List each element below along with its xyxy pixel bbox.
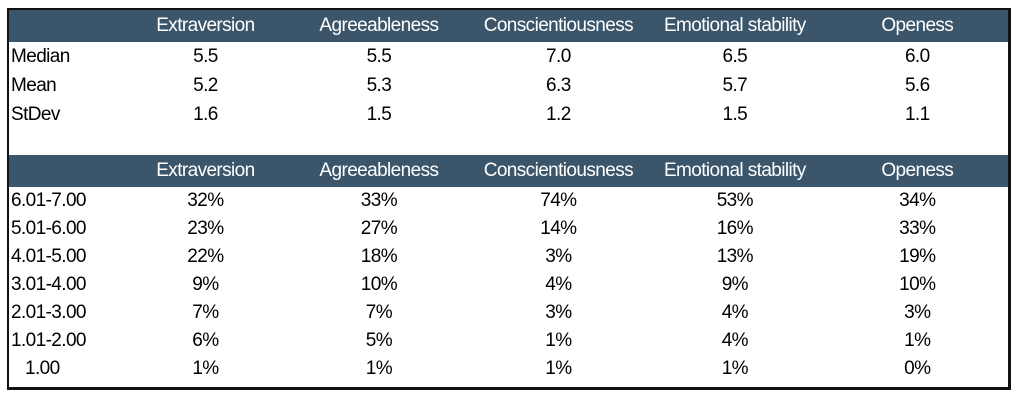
- distribution-header-row: Extraversion Agreeableness Conscientious…: [9, 155, 1008, 187]
- cell-value: 7%: [192, 302, 219, 323]
- cell-value: 3%: [545, 246, 572, 267]
- header-extraversion: Extraversion: [156, 15, 255, 36]
- row-label: 5.01-6.00: [11, 218, 86, 239]
- cell-value: 7%: [365, 302, 393, 323]
- cell-value: 27%: [360, 218, 398, 239]
- cell-value: 1.6: [193, 103, 218, 125]
- cell-value: 19%: [899, 246, 936, 267]
- cell-value: 5.5: [366, 45, 392, 67]
- row-label: 4.01-5.00: [11, 246, 86, 267]
- cell-value: 9%: [192, 274, 219, 295]
- cell-value: 9%: [721, 274, 749, 295]
- cell-value: 33%: [360, 190, 398, 211]
- table-row: 3.01-4.00 9% 10% 4% 9% 10%: [9, 271, 1008, 299]
- cell-value: 1%: [545, 330, 572, 351]
- table-row: 6.01-7.00 32% 33% 74% 53% 34%: [9, 187, 1008, 215]
- header-openess: Openess: [881, 15, 954, 36]
- table-row: 4.01-5.00 22% 18% 3% 13% 19%: [9, 243, 1008, 271]
- header-conscientiousness: Conscientiousness: [483, 160, 634, 181]
- cell-value: 5.2: [193, 74, 218, 96]
- cell-value: 6.5: [722, 45, 748, 67]
- cell-value: 4%: [721, 330, 749, 351]
- cell-value: 1%: [365, 358, 393, 379]
- row-label: StDev: [11, 103, 60, 125]
- cell-value: 33%: [899, 218, 936, 239]
- header-agreeableness: Agreeableness: [319, 160, 439, 181]
- table-row: StDev 1.6 1.5 1.2 1.5 1.1: [9, 100, 1008, 129]
- statistics-table-frame: Extraversion Agreeableness Conscientious…: [7, 8, 1011, 390]
- row-label: Median: [11, 45, 70, 67]
- cell-value: 10%: [899, 274, 936, 295]
- row-label: 3.01-4.00: [11, 274, 86, 295]
- cell-value: 1%: [545, 358, 572, 379]
- cell-value: 23%: [187, 218, 224, 239]
- header-agreeableness: Agreeableness: [319, 15, 439, 36]
- table-row: 2.01-3.00 7% 7% 3% 4% 3%: [9, 299, 1008, 327]
- header-openess: Openess: [881, 160, 954, 181]
- cell-value: 53%: [716, 190, 754, 211]
- summary-table: Extraversion Agreeableness Conscientious…: [9, 10, 1008, 129]
- cell-value: 5%: [365, 330, 393, 351]
- cell-value: 1.5: [366, 103, 392, 125]
- cell-value: 1.2: [546, 103, 571, 125]
- table-row: 1.00 1% 1% 1% 1% 0%: [9, 355, 1008, 383]
- cell-value: 1%: [904, 330, 931, 351]
- table-row: 5.01-6.00 23% 27% 14% 16% 33%: [9, 215, 1008, 243]
- cell-value: 18%: [360, 246, 398, 267]
- row-label: 6.01-7.00: [11, 190, 86, 211]
- cell-value: 32%: [187, 190, 224, 211]
- cell-value: 4%: [721, 302, 749, 323]
- summary-header-row: Extraversion Agreeableness Conscientious…: [9, 10, 1008, 42]
- table-row: Mean 5.2 5.3 6.3 5.7 5.6: [9, 71, 1008, 100]
- header-emotional-stability: Emotional stability: [663, 15, 806, 36]
- table-row: 1.01-2.00 6% 5% 1% 4% 1%: [9, 327, 1008, 355]
- cell-value: 22%: [187, 246, 224, 267]
- header-extraversion: Extraversion: [156, 160, 255, 181]
- cell-value: 3%: [904, 302, 931, 323]
- cell-value: 16%: [716, 218, 754, 239]
- cell-value: 6%: [192, 330, 219, 351]
- cell-value: 1%: [192, 358, 219, 379]
- cell-value: 13%: [716, 246, 754, 267]
- header-conscientiousness: Conscientiousness: [483, 15, 634, 36]
- cell-value: 0%: [904, 358, 931, 379]
- cell-value: 1%: [721, 358, 749, 379]
- header-emotional-stability: Emotional stability: [663, 160, 806, 181]
- cell-value: 5.6: [904, 74, 930, 96]
- cell-value: 1.1: [904, 103, 930, 125]
- row-label: Mean: [11, 74, 57, 96]
- cell-value: 7.0: [546, 45, 571, 67]
- cell-value: 5.7: [722, 74, 748, 96]
- table-row: Median 5.5 5.5 7.0 6.5 6.0: [9, 42, 1008, 71]
- cell-value: 4%: [545, 274, 572, 295]
- row-label: 2.01-3.00: [11, 302, 86, 323]
- distribution-table: Extraversion Agreeableness Conscientious…: [9, 155, 1008, 383]
- row-label: 1.01-2.00: [11, 330, 86, 351]
- cell-value: 1.5: [722, 103, 748, 125]
- cell-value: 5.5: [193, 45, 218, 67]
- cell-value: 10%: [360, 274, 398, 295]
- cell-value: 3%: [545, 302, 572, 323]
- cell-value: 5.3: [366, 74, 392, 96]
- cell-value: 6.0: [904, 45, 930, 67]
- cell-value: 6.3: [546, 74, 571, 96]
- cell-value: 14%: [540, 218, 577, 239]
- cell-value: 74%: [540, 190, 577, 211]
- cell-value: 34%: [899, 190, 936, 211]
- row-label: 1.00: [25, 358, 60, 379]
